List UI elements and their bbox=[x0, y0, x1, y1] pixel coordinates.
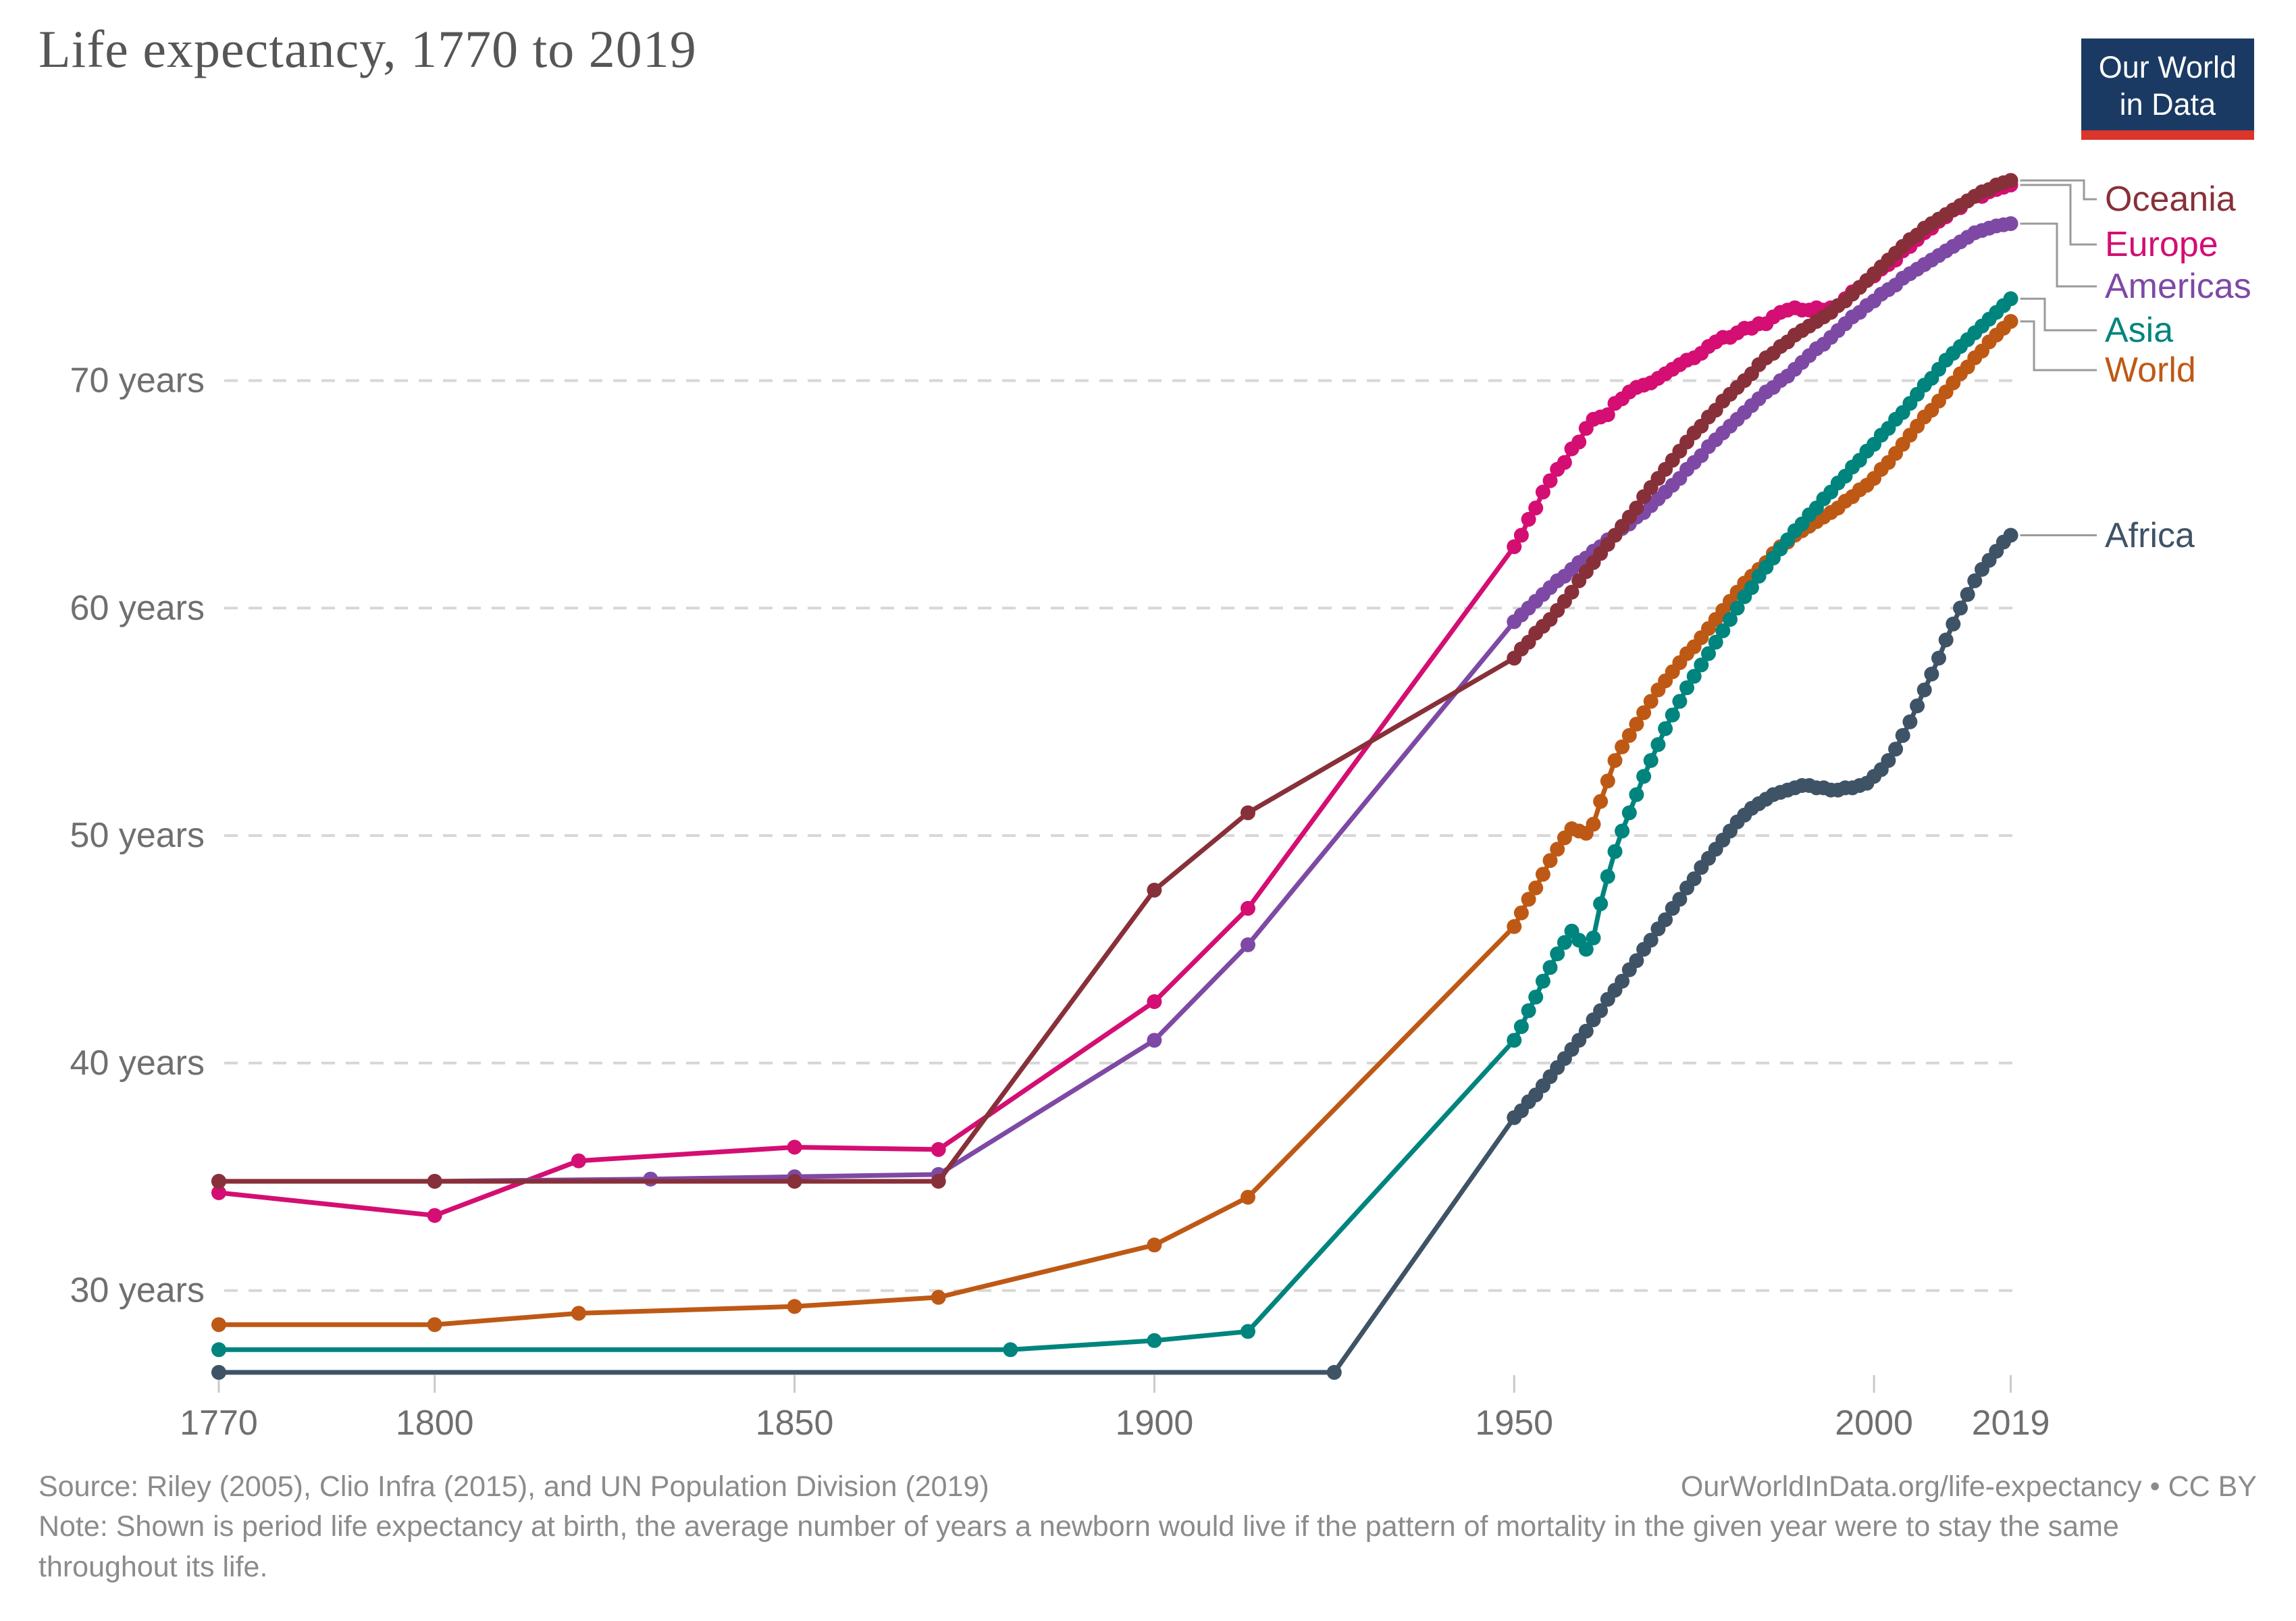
legend-label-oceania: Oceania bbox=[2105, 180, 2236, 219]
y-tick-label: 60 years bbox=[70, 588, 205, 627]
legend-leader-americas bbox=[2020, 222, 2097, 288]
footer-source: Source: Riley (2005), Clio Infra (2015),… bbox=[38, 1470, 989, 1503]
y-tick-label: 40 years bbox=[70, 1044, 205, 1083]
x-tick-label: 2019 bbox=[1972, 1404, 2050, 1443]
legend-leader-europe bbox=[2020, 184, 2097, 246]
owid-logo: Our World in Data bbox=[2081, 38, 2254, 140]
x-axis: 1770 1800 1850 1900 1950 2000 2019 bbox=[180, 1375, 2050, 1443]
series-line-americas bbox=[211, 216, 2018, 1189]
legend-label-africa: Africa bbox=[2105, 516, 2195, 555]
legend-label-world: World bbox=[2105, 351, 2196, 390]
legend-label-europe: Europe bbox=[2105, 225, 2218, 264]
y-tick-label: 70 years bbox=[70, 361, 205, 401]
x-tick-label: 1770 bbox=[180, 1404, 258, 1443]
x-tick-label: 1900 bbox=[1116, 1404, 1194, 1443]
chart-footer: Source: Riley (2005), Clio Infra (2015),… bbox=[38, 1467, 2257, 1587]
x-tick-label: 1800 bbox=[396, 1404, 474, 1443]
x-tick-label: 1950 bbox=[1475, 1404, 1553, 1443]
footer-note: Note: Shown is period life expectancy at… bbox=[38, 1510, 2119, 1583]
x-tick-label: 2000 bbox=[1835, 1404, 1913, 1443]
owid-logo-line1: Our World bbox=[2098, 50, 2237, 84]
page-title: Life expectancy, 1770 to 2019 bbox=[38, 20, 697, 78]
series-line-asia bbox=[211, 291, 2018, 1358]
legend-leader-world bbox=[2020, 320, 2097, 371]
legend-leader-oceania bbox=[2020, 179, 2097, 201]
y-tick-label: 50 years bbox=[70, 816, 205, 855]
y-tick-label: 30 years bbox=[70, 1271, 205, 1310]
legend-label-americas: Americas bbox=[2105, 267, 2251, 306]
legend-leader-asia bbox=[2020, 297, 2097, 332]
legend-label-asia: Asia bbox=[2105, 311, 2173, 350]
owid-logo-line2: in Data bbox=[2119, 86, 2216, 122]
footer-attribution: OurWorldInData.org/life-expectancy • CC … bbox=[1680, 1470, 2257, 1503]
x-tick-label: 1850 bbox=[756, 1404, 834, 1443]
series-line-oceania bbox=[211, 173, 2018, 1189]
series-line-africa bbox=[211, 528, 2018, 1380]
